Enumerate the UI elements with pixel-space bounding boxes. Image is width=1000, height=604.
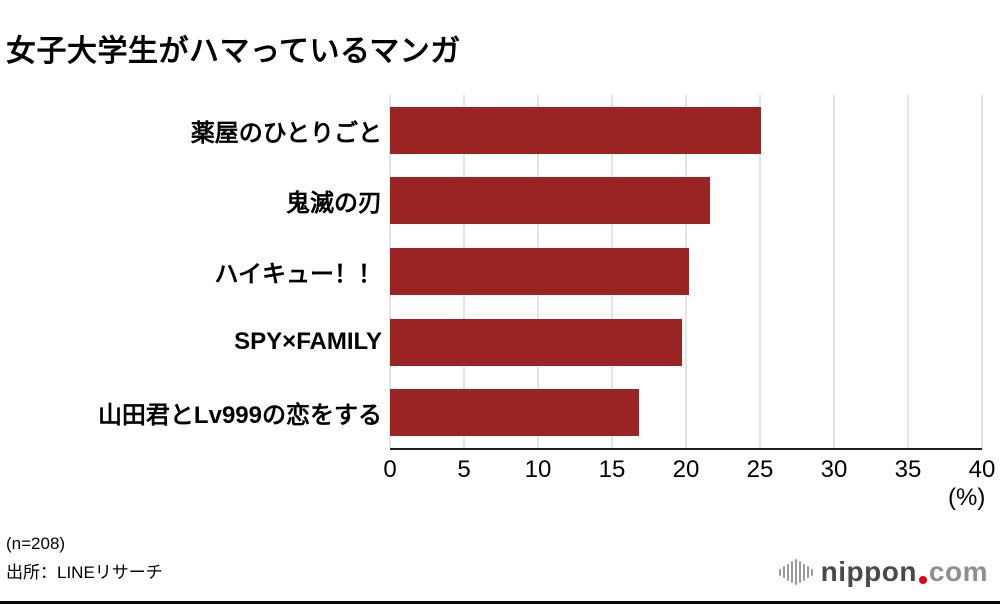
x-tick-label: 10: [524, 456, 552, 483]
bar: [390, 318, 682, 366]
chart-row: 山田君とLv999の恋をする: [0, 377, 982, 448]
category-label: ハイキュー！！: [214, 260, 382, 288]
bar-track: [390, 95, 982, 166]
gridline: [907, 95, 909, 448]
nippon-soundwave-icon: [778, 559, 813, 585]
category-label: 山田君とLv999の恋をする: [97, 402, 382, 430]
bar: [390, 389, 639, 437]
category-label: SPY×FAMILY: [234, 328, 382, 356]
bar: [390, 106, 762, 154]
bar-track: [390, 377, 982, 448]
nippon-logo: nippon com: [778, 556, 988, 588]
gridline: [759, 95, 761, 448]
category-label: 薬屋のひとりごと: [190, 119, 382, 147]
x-tick-label: 30: [820, 456, 848, 483]
x-axis-unit-label: (%): [948, 484, 986, 511]
source-note: 出所：LINEリサーチ: [6, 563, 163, 582]
x-axis: 0 5 10 15 20 25 30 35 40: [383, 456, 995, 486]
chart-row: 薬屋のひとりごと: [0, 95, 982, 166]
bar: [390, 247, 689, 295]
sample-size-note: (n=208): [6, 534, 66, 553]
gridline: [981, 95, 983, 448]
nippon-logo-text: nippon com: [821, 556, 988, 588]
logo-text-nippon: nippon: [820, 556, 917, 587]
bottom-border: [0, 601, 1000, 604]
bar-track: [390, 307, 982, 378]
x-tick-label: 20: [672, 456, 700, 483]
logo-dot-icon: [918, 576, 927, 584]
chart-title: 女子大学生がハマっているマンガ: [6, 35, 461, 69]
chart-row: SPY×FAMILY: [0, 307, 982, 378]
chart-row: 鬼滅の刃: [0, 166, 982, 237]
bar: [390, 177, 710, 225]
x-tick-label: 0: [383, 456, 397, 483]
bar-track: [390, 236, 982, 307]
gridline: [833, 95, 835, 448]
logo-text-com: com: [928, 556, 988, 587]
category-label: 鬼滅の刃: [286, 190, 382, 218]
bar-rows: 薬屋のひとりごと鬼滅の刃ハイキュー！！ SPY×FAMILY 山田君とLv999の恋…: [0, 95, 982, 448]
x-tick-label: 35: [894, 456, 922, 483]
chart-row: ハイキュー！！: [0, 236, 982, 307]
bar-track: [390, 166, 982, 237]
x-tick-label: 15: [598, 456, 626, 483]
x-tick-label: 5: [457, 456, 471, 483]
x-tick-label: 40: [968, 456, 996, 483]
x-tick-label: 25: [746, 456, 774, 483]
